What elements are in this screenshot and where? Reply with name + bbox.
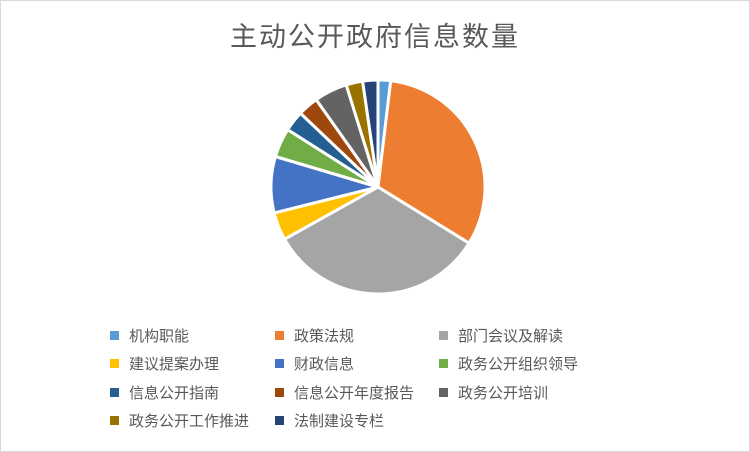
legend-item-法制建设专栏: 法制建设专栏 — [275, 410, 439, 431]
legend-swatch-icon — [275, 359, 284, 369]
chart-title: 主动公开政府信息数量 — [230, 22, 520, 52]
legend-label: 部门会议及解读 — [458, 328, 564, 345]
legend-item-部门会议及解读: 部门会议及解读 — [439, 325, 629, 346]
legend-swatch-icon — [439, 359, 448, 369]
legend-label: 政务公开培训 — [458, 385, 549, 402]
legend-item-信息公开年度报告: 信息公开年度报告 — [275, 382, 439, 403]
legend-item-政务公开培训: 政务公开培训 — [439, 382, 629, 403]
legend-swatch-icon — [110, 359, 119, 369]
legend-item-机构职能: 机构职能 — [110, 325, 275, 346]
legend-swatch-icon — [275, 330, 284, 340]
legend-item-财政信息: 财政信息 — [275, 353, 439, 374]
legend-label: 信息公开指南 — [129, 385, 220, 402]
legend-label: 政务公开组织领导 — [458, 357, 579, 374]
chart-legend: 机构职能 政策法规 部门会议及解读建议提案办理 财政信息 政务公开组织领导信息公开指南 信… — [110, 321, 629, 435]
legend-label: 信息公开年度报告 — [294, 385, 415, 402]
legend-item-建议提案办理: 建议提案办理 — [110, 353, 275, 374]
legend-swatch-icon — [439, 387, 448, 397]
pie-slice-法制建设专栏 — [361, 78, 380, 189]
legend-swatch-icon — [110, 387, 119, 397]
legend-swatch-icon — [110, 416, 119, 426]
legend-item-政务公开组织领导: 政务公开组织领导 — [439, 353, 629, 374]
legend-label: 法制建设专栏 — [294, 414, 385, 431]
legend-label: 政策法规 — [294, 328, 355, 345]
legend-item-信息公开指南: 信息公开指南 — [110, 382, 275, 403]
legend-swatch-icon — [275, 416, 284, 426]
legend-label: 政务公开工作推进 — [129, 414, 250, 431]
legend-swatch-icon — [110, 330, 119, 340]
legend-label: 机构职能 — [129, 328, 190, 345]
legend-item-政策法规: 政策法规 — [275, 325, 439, 346]
legend-swatch-icon — [275, 387, 284, 397]
legend-label: 建议提案办理 — [129, 357, 220, 374]
legend-label: 财政信息 — [294, 357, 355, 374]
legend-item-政务公开工作推进: 政务公开工作推进 — [110, 410, 275, 431]
legend-swatch-icon — [439, 330, 448, 340]
